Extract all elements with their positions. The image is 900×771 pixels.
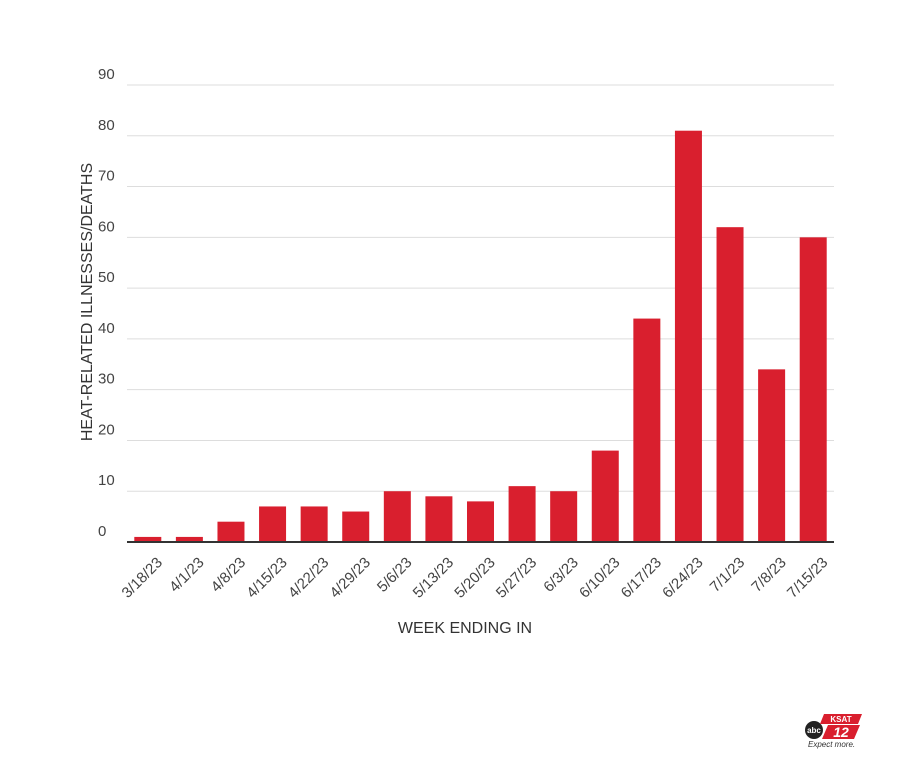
y-tick-label: 90 — [98, 66, 115, 83]
bar — [716, 227, 744, 542]
x-tick-label: 4/1/23 — [166, 554, 208, 596]
bar — [508, 486, 536, 542]
y-tick-label: 0 — [98, 523, 106, 540]
bar — [550, 491, 578, 542]
logo-tagline: Expect more. — [808, 740, 856, 749]
x-axis-title: WEEK ENDING IN — [398, 620, 532, 637]
x-tick-label: 4/22/23 — [285, 554, 332, 601]
x-axis-ticks: 3/18/23 4/1/23 4/8/234/15/234/22/234/29/23… — [119, 554, 832, 601]
x-tick-label: 6/17/23 — [618, 554, 665, 601]
y-tick-label: 80 — [98, 117, 115, 134]
bar — [217, 521, 245, 542]
bar — [342, 511, 370, 542]
bar — [674, 130, 702, 542]
bar — [175, 536, 203, 542]
gridlines — [127, 84, 834, 492]
bar — [799, 237, 827, 543]
bar — [633, 318, 661, 542]
x-tick-label: 5/27/23 — [493, 554, 540, 601]
bar — [425, 496, 453, 542]
y-tick-label: 20 — [98, 421, 115, 438]
ksat-logo: abc KSAT 12 — [805, 714, 862, 740]
logo-station-letters: KSAT — [830, 715, 851, 724]
y-tick-label: 60 — [98, 218, 115, 235]
bars — [134, 130, 827, 543]
x-tick-label: 3/18/23 — [119, 554, 166, 601]
bar — [591, 450, 619, 542]
y-tick-label: 50 — [98, 269, 115, 286]
bar — [383, 491, 411, 542]
bar — [300, 506, 328, 542]
x-tick-label: 5/20/23 — [451, 554, 498, 601]
x-tick-label: 7/15/23 — [784, 554, 831, 601]
y-tick-label: 10 — [98, 472, 115, 489]
y-tick-label: 30 — [98, 371, 115, 388]
x-tick-label: 5/13/23 — [410, 554, 457, 601]
x-tick-label: 6/24/23 — [659, 554, 706, 601]
x-tick-label: 7/1/23 — [707, 554, 749, 596]
abc-circle-icon — [805, 721, 823, 739]
y-axis-title: HEAT-RELATED ILLNESSES/DEATHS — [79, 163, 96, 441]
x-tick-label: 4/15/23 — [243, 554, 290, 601]
bar — [259, 506, 287, 542]
abc-letters: abc — [807, 726, 821, 735]
logo-banner-shape — [820, 714, 862, 724]
x-tick-label: 4/29/23 — [327, 554, 374, 601]
logo-number: 12 — [833, 724, 849, 740]
y-tick-label: 70 — [98, 168, 115, 185]
y-tick-label: 40 — [98, 320, 115, 337]
x-tick-label: 6/10/23 — [576, 554, 623, 601]
y-axis-ticks: 0 10 20 30 40 50 60 70 80 90 — [98, 66, 115, 540]
bar — [467, 501, 494, 542]
logo-number-shape — [822, 725, 860, 739]
bar — [134, 536, 162, 542]
bar — [758, 369, 786, 542]
